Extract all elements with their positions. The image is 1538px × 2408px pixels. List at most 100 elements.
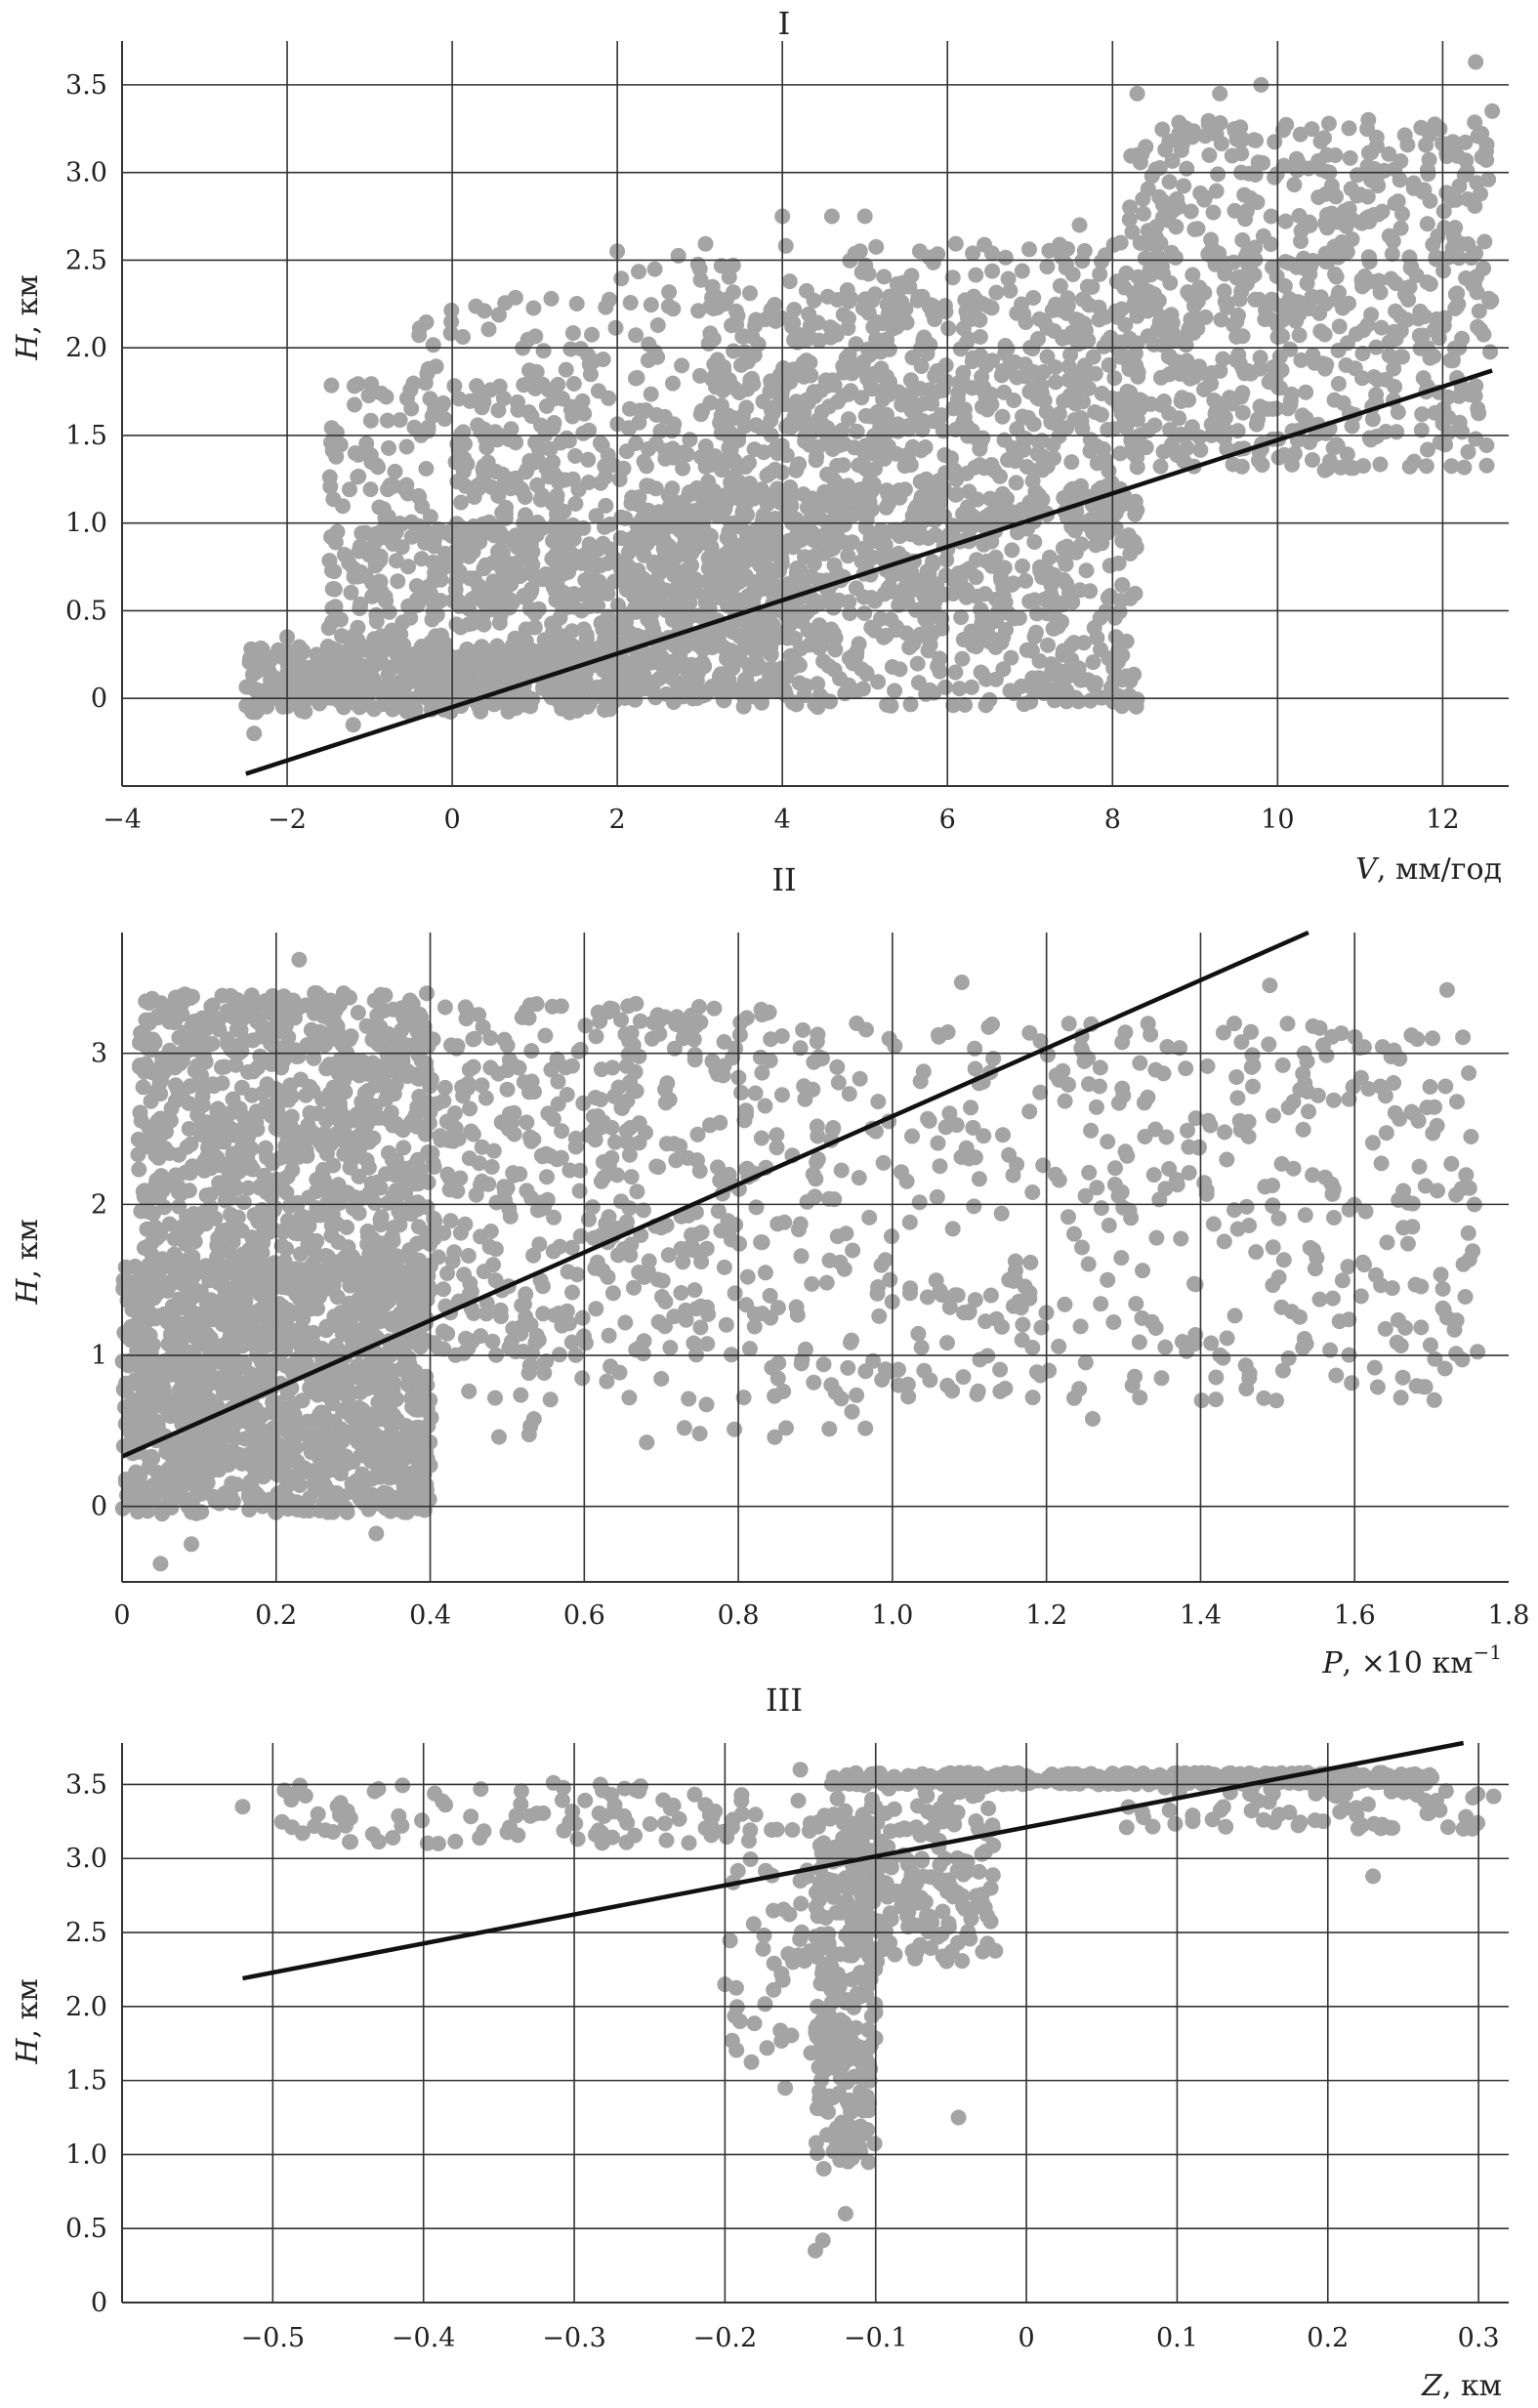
scatter-point: [433, 398, 449, 415]
scatter-point: [1129, 85, 1145, 102]
scatter-point: [377, 1352, 394, 1369]
scatter-point: [1172, 445, 1188, 462]
scatter-point: [1016, 306, 1032, 322]
scatter-point: [1123, 147, 1140, 164]
scatter-point: [325, 1460, 342, 1476]
scatter-point: [362, 481, 379, 498]
scatter-point: [1024, 681, 1041, 697]
scatter-point: [748, 417, 765, 434]
scatter-point: [163, 1500, 180, 1515]
scatter-point: [1290, 294, 1307, 311]
scatter-point: [1204, 240, 1221, 257]
scatter-point: [1118, 633, 1135, 649]
scatter-point: [1323, 205, 1340, 222]
y-tick-label: 0: [91, 684, 107, 714]
scatter-point: [1173, 142, 1189, 158]
scatter-point: [1420, 162, 1435, 178]
scatter-point: [1153, 396, 1170, 413]
scatter-point: [595, 352, 611, 367]
scatter-point: [279, 1453, 296, 1470]
scatter-point: [562, 592, 579, 608]
scatter-point: [1393, 153, 1409, 169]
scatter-point: [957, 696, 974, 713]
scatter-point: [618, 666, 635, 683]
scatter-point: [811, 332, 827, 349]
scatter-point: [1252, 350, 1268, 366]
scatter-point: [1039, 349, 1056, 365]
scatter-point: [370, 1394, 387, 1411]
scatter-point: [1087, 520, 1103, 537]
scatter-point: [849, 684, 865, 699]
scatter-point: [435, 649, 451, 666]
scatter-point: [727, 455, 743, 472]
scatter-point: [487, 424, 504, 440]
scatter-point: [640, 589, 656, 605]
scatter-point: [1259, 400, 1275, 417]
scatter-point: [757, 546, 772, 562]
scatter-point: [1091, 299, 1107, 315]
scatter-point: [333, 1421, 350, 1437]
scatter-point: [592, 435, 608, 451]
scatter-point: [981, 691, 998, 708]
scatter-point: [1089, 630, 1105, 646]
scatter-point: [383, 1428, 399, 1444]
scatter-point: [1060, 585, 1077, 602]
scatter-point: [833, 511, 850, 527]
scatter-point: [565, 376, 582, 392]
scatter-point: [1210, 166, 1226, 183]
scatter-point: [517, 514, 533, 530]
scatter-point: [721, 407, 737, 424]
scatter-point: [998, 622, 1014, 638]
scatter-point: [469, 378, 485, 394]
scatter-point: [840, 548, 856, 564]
scatter-point: [446, 378, 463, 394]
scatter-point: [1418, 458, 1434, 475]
scatter-point: [177, 1474, 193, 1490]
scatter-point: [1111, 498, 1128, 515]
scatter-point: [1141, 295, 1156, 311]
scatter-point: [1094, 386, 1110, 401]
scatter-point: [396, 687, 413, 704]
scatter-point: [244, 1333, 261, 1349]
scatter-point: [1079, 278, 1096, 295]
scatter-point: [1233, 458, 1250, 475]
scatter-point: [742, 285, 758, 302]
scatter-point: [342, 481, 357, 498]
scatter-point: [544, 551, 561, 567]
scatter-point: [634, 511, 650, 527]
scatter-point: [822, 319, 839, 336]
scatter-point: [580, 475, 597, 490]
scatter-point: [1067, 311, 1084, 328]
scatter-point: [449, 592, 466, 608]
scatter-point: [323, 377, 340, 394]
scatter-point: [1048, 609, 1064, 626]
scatter-point: [1414, 406, 1431, 423]
scatter-point: [1070, 693, 1087, 710]
scatter-point: [1062, 347, 1079, 363]
scatter-point: [1070, 660, 1087, 677]
scatter-point: [739, 685, 756, 700]
scatter-point: [778, 418, 795, 435]
scatter-point: [628, 327, 644, 344]
scatter-point: [738, 399, 755, 416]
scatter-point: [1271, 298, 1288, 314]
scatter-point: [688, 576, 705, 593]
scatter-point: [403, 514, 420, 530]
scatter-point: [848, 646, 863, 663]
scatter-point: [556, 555, 572, 571]
scatter-point: [420, 419, 436, 436]
scatter-point: [684, 524, 700, 541]
scatter-point: [598, 497, 614, 514]
scatter-point: [323, 528, 339, 545]
scatter-point: [623, 495, 640, 512]
scatter-point: [664, 555, 681, 571]
scatter-point: [1301, 214, 1317, 230]
scatter-point: [932, 663, 948, 680]
scatter-point: [1291, 307, 1308, 323]
scatter-point: [510, 394, 525, 410]
scatter-point: [1121, 330, 1138, 347]
scatter-point: [875, 551, 892, 567]
scatter-point: [860, 305, 877, 321]
scatter-point: [538, 397, 555, 414]
scatter-point: [524, 544, 541, 560]
